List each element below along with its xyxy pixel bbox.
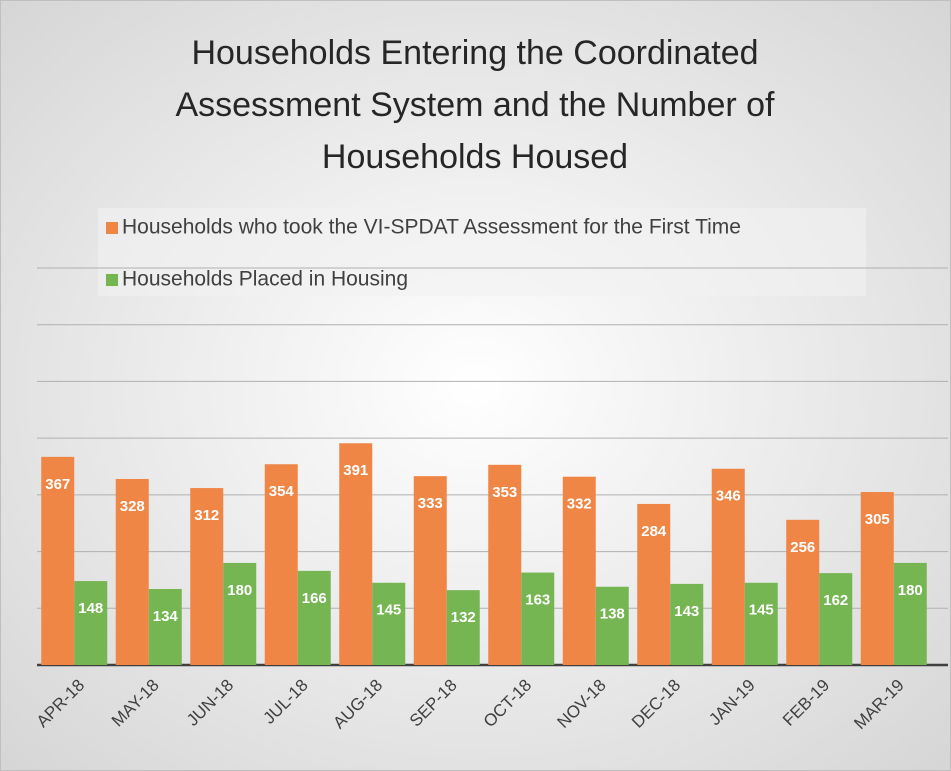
data-label: 353 [492,484,517,501]
data-label: 312 [194,507,219,524]
bar [860,492,894,665]
bar [744,582,778,665]
bar [637,503,671,665]
bar [711,468,745,665]
bar [115,478,149,665]
legend-label: Households Placed in Housing [122,268,408,291]
bar [893,562,927,665]
data-label: 166 [302,590,327,607]
data-label: 354 [269,483,295,500]
chart-title: Households Entering the Coordinated Asses… [175,34,775,176]
data-label: 332 [567,496,592,513]
bar [339,443,373,665]
legend-swatch [106,222,118,234]
bar [148,589,182,665]
bar [264,464,298,665]
bar [223,562,257,665]
title-line: Assessment System and the Number of [175,86,775,124]
bar [562,476,596,665]
data-label: 305 [865,511,890,528]
bar [595,586,629,665]
bar [488,464,522,665]
data-label: 367 [45,476,70,493]
data-label: 256 [790,539,815,556]
bar [297,570,331,665]
data-label: 138 [600,606,625,623]
data-label: 391 [343,462,368,479]
bar [372,582,406,665]
bar [41,456,75,665]
bar [819,573,853,665]
bar [521,572,555,665]
data-label: 145 [749,602,774,619]
title-line: Households Entering the Coordinated [191,34,758,72]
data-label: 132 [451,609,476,626]
data-label: 346 [716,488,741,505]
data-label: 163 [525,592,550,609]
data-label: 180 [898,582,923,599]
data-label: 284 [641,523,667,540]
legend-label: Households who took the VI-SPDAT Assessm… [122,216,741,239]
data-label: 134 [153,608,179,625]
data-label: 328 [120,498,145,515]
bar [446,590,480,665]
title-line: Households Housed [322,138,628,176]
bar [413,476,447,665]
bar [190,488,224,665]
legend-swatch [106,274,118,286]
data-label: 143 [674,603,699,620]
data-label: 162 [823,592,848,609]
bar [670,583,704,665]
data-label: 180 [227,582,252,599]
legend-box [98,208,866,296]
bar [74,581,108,665]
bar [786,519,820,665]
data-label: 333 [418,495,443,512]
data-label: 145 [376,602,401,619]
data-label: 148 [78,600,103,617]
